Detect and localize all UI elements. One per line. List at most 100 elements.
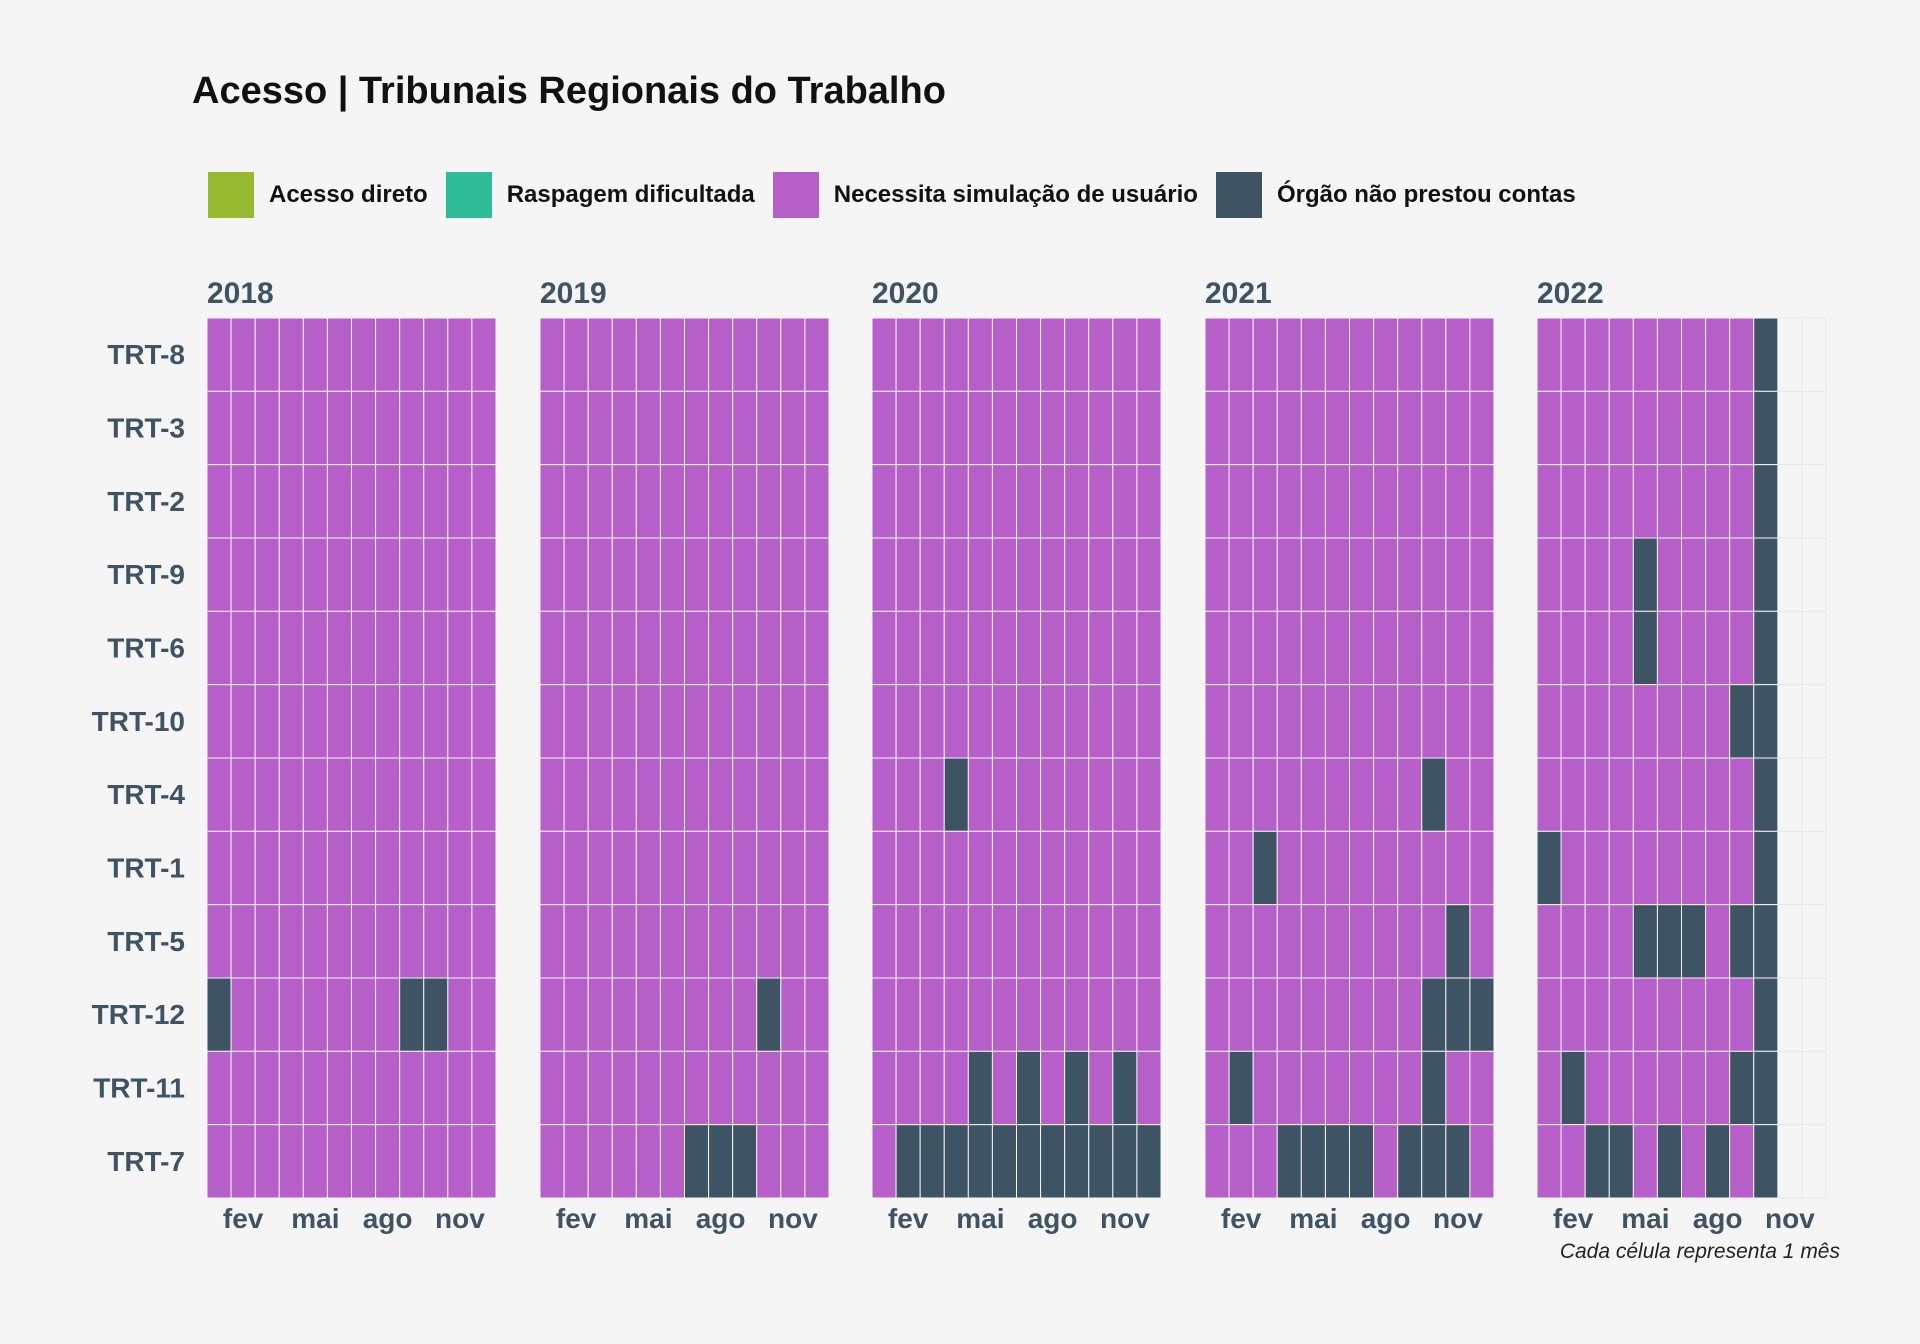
cell-trt-12-2020-m3 (919, 977, 945, 1052)
cell-trt-6-2019-m5 (635, 610, 661, 686)
cell-trt-3-2019-m10 (756, 390, 782, 466)
cell-trt-1-2021-m5 (1300, 830, 1326, 906)
cell-trt-3-2021-m6 (1324, 390, 1350, 466)
cell-trt-12-2018-m1 (206, 977, 232, 1052)
cell-trt-5-2022-m3 (1584, 904, 1610, 979)
cell-trt-9-2019-m1 (539, 537, 565, 612)
cell-trt-6-2022-m2 (1560, 610, 1586, 686)
cell-trt-2-2019-m9 (732, 464, 758, 539)
cell-trt-12-2021-m2 (1228, 977, 1254, 1052)
cell-trt-6-2020-m6 (991, 610, 1018, 686)
cell-trt-9-2020-m5 (967, 537, 993, 612)
cell-trt-9-2020-m10 (1088, 537, 1114, 612)
cell-trt-5-2019-m1 (539, 904, 565, 979)
cell-trt-1-2019-m5 (635, 830, 661, 906)
cell-trt-11-2020-m2 (895, 1050, 921, 1126)
cell-trt-6-2019-m6 (659, 610, 686, 686)
cell-trt-8-2020-m10 (1088, 317, 1114, 392)
cell-trt-4-2019-m8 (708, 757, 734, 832)
cell-trt-11-2022-m10 (1753, 1050, 1779, 1126)
x-tick-label-ago: ago (1361, 1203, 1411, 1234)
cell-trt-3-2021-m11 (1445, 390, 1471, 466)
cell-trt-1-2018-m9 (399, 830, 425, 906)
cell-trt-2-2021-m10 (1421, 464, 1447, 539)
cell-trt-8-2020-m6 (991, 317, 1018, 392)
cell-trt-3-2021-m3 (1252, 390, 1278, 466)
cell-trt-11-2018-m11 (447, 1050, 473, 1126)
cell-trt-7-2021-m4 (1276, 1124, 1302, 1199)
cell-trt-2-2019-m3 (587, 464, 613, 539)
cell-trt-8-2020-m1 (871, 317, 897, 392)
cell-trt-9-2018-m2 (230, 537, 256, 612)
cell-trt-2-2022-m9 (1729, 464, 1755, 539)
cell-trt-6-2022-m6 (1656, 610, 1682, 686)
cell-trt-10-2018-m7 (351, 684, 377, 759)
cell-trt-5-2021-m3 (1252, 904, 1278, 979)
cell-trt-3-2021-m5 (1300, 390, 1326, 466)
cell-trt-7-2021-m7 (1349, 1124, 1375, 1199)
cell-trt-5-2021-m4 (1276, 904, 1302, 979)
cell-trt-2-2021-m8 (1373, 464, 1399, 539)
cell-trt-6-2021-m3 (1252, 610, 1278, 686)
cell-trt-12-2021-m3 (1252, 977, 1278, 1052)
cell-trt-6-2019-m2 (563, 610, 589, 686)
cell-trt-11-2020-m9 (1064, 1050, 1090, 1126)
cell-trt-9-2020-m8 (1040, 537, 1066, 612)
cell-trt-1-2018-m7 (351, 830, 377, 906)
cell-trt-3-2022-m2 (1560, 390, 1586, 466)
cell-trt-9-2020-m2 (895, 537, 921, 612)
cell-trt-1-2021-m2 (1228, 830, 1254, 906)
cell-trt-7-2019-m1 (539, 1124, 565, 1199)
cell-trt-1-2022-m4 (1608, 830, 1634, 906)
cell-trt-2-2021-m5 (1300, 464, 1326, 539)
cell-trt-4-2018-m7 (351, 757, 377, 832)
cell-trt-1-2018-m8 (375, 830, 401, 906)
cell-trt-2-2022-m10 (1753, 464, 1779, 539)
cell-trt-9-2018-m5 (302, 537, 328, 612)
cell-trt-8-2021-m4 (1276, 317, 1302, 392)
cell-trt-1-2021-m4 (1276, 830, 1302, 906)
cell-trt-10-2022-m5 (1632, 684, 1658, 759)
cell-trt-8-2019-m2 (563, 317, 589, 392)
legend-swatch (445, 172, 492, 218)
cell-trt-2-2020-m9 (1064, 464, 1090, 539)
cell-trt-2-2022-m2 (1560, 464, 1586, 539)
cell-trt-4-2019-m9 (732, 757, 758, 832)
cell-trt-5-2021-m11 (1445, 904, 1471, 979)
cell-trt-10-2021-m7 (1349, 684, 1375, 759)
cell-trt-7-2020-m2 (895, 1124, 921, 1199)
cell-trt-1-2019-m10 (756, 830, 782, 906)
cell-trt-7-2020-m7 (1016, 1124, 1042, 1199)
cell-trt-1-2019-m11 (780, 830, 806, 906)
cell-trt-10-2019-m12 (804, 684, 830, 759)
cell-trt-4-2018-m4 (278, 757, 304, 832)
cell-trt-11-2020-m4 (943, 1050, 969, 1126)
cell-trt-8-2021-m3 (1252, 317, 1278, 392)
cell-trt-2-2021-m4 (1276, 464, 1302, 539)
cell-trt-7-2021-m3 (1252, 1124, 1278, 1199)
cell-trt-2-2019-m1 (539, 464, 565, 539)
cell-trt-10-2019-m11 (780, 684, 806, 759)
row-label-trt-10: TRT-10 (92, 706, 185, 737)
cell-trt-6-2018-m6 (326, 610, 352, 686)
cell-trt-3-2018-m7 (351, 390, 377, 466)
cell-trt-6-2020-m11 (1112, 610, 1138, 686)
cell-trt-8-2021-m6 (1324, 317, 1350, 392)
cell-trt-6-2022-m3 (1584, 610, 1610, 686)
cell-trt-1-2020-m2 (895, 830, 921, 906)
cell-trt-3-2020-m7 (1016, 390, 1042, 466)
cell-trt-4-2021-m7 (1349, 757, 1375, 832)
cell-trt-7-2021-m1 (1204, 1124, 1230, 1199)
cell-trt-4-2022-m7 (1681, 757, 1707, 832)
cell-trt-12-2021-m8 (1373, 977, 1399, 1052)
cell-trt-11-2020-m12 (1136, 1050, 1162, 1126)
cell-trt-10-2022-m7 (1681, 684, 1707, 759)
row-label-trt-8: TRT-8 (107, 339, 185, 370)
cell-trt-2-2020-m5 (967, 464, 993, 539)
cell-trt-12-2021-m12 (1469, 977, 1495, 1052)
cell-trt-12-2018-m4 (278, 977, 304, 1052)
cell-trt-1-2022-m1 (1536, 830, 1562, 906)
cell-trt-12-2022-m3 (1584, 977, 1610, 1052)
x-tick-label-fev: fev (223, 1203, 264, 1234)
cell-trt-2-2018-m8 (375, 464, 401, 539)
